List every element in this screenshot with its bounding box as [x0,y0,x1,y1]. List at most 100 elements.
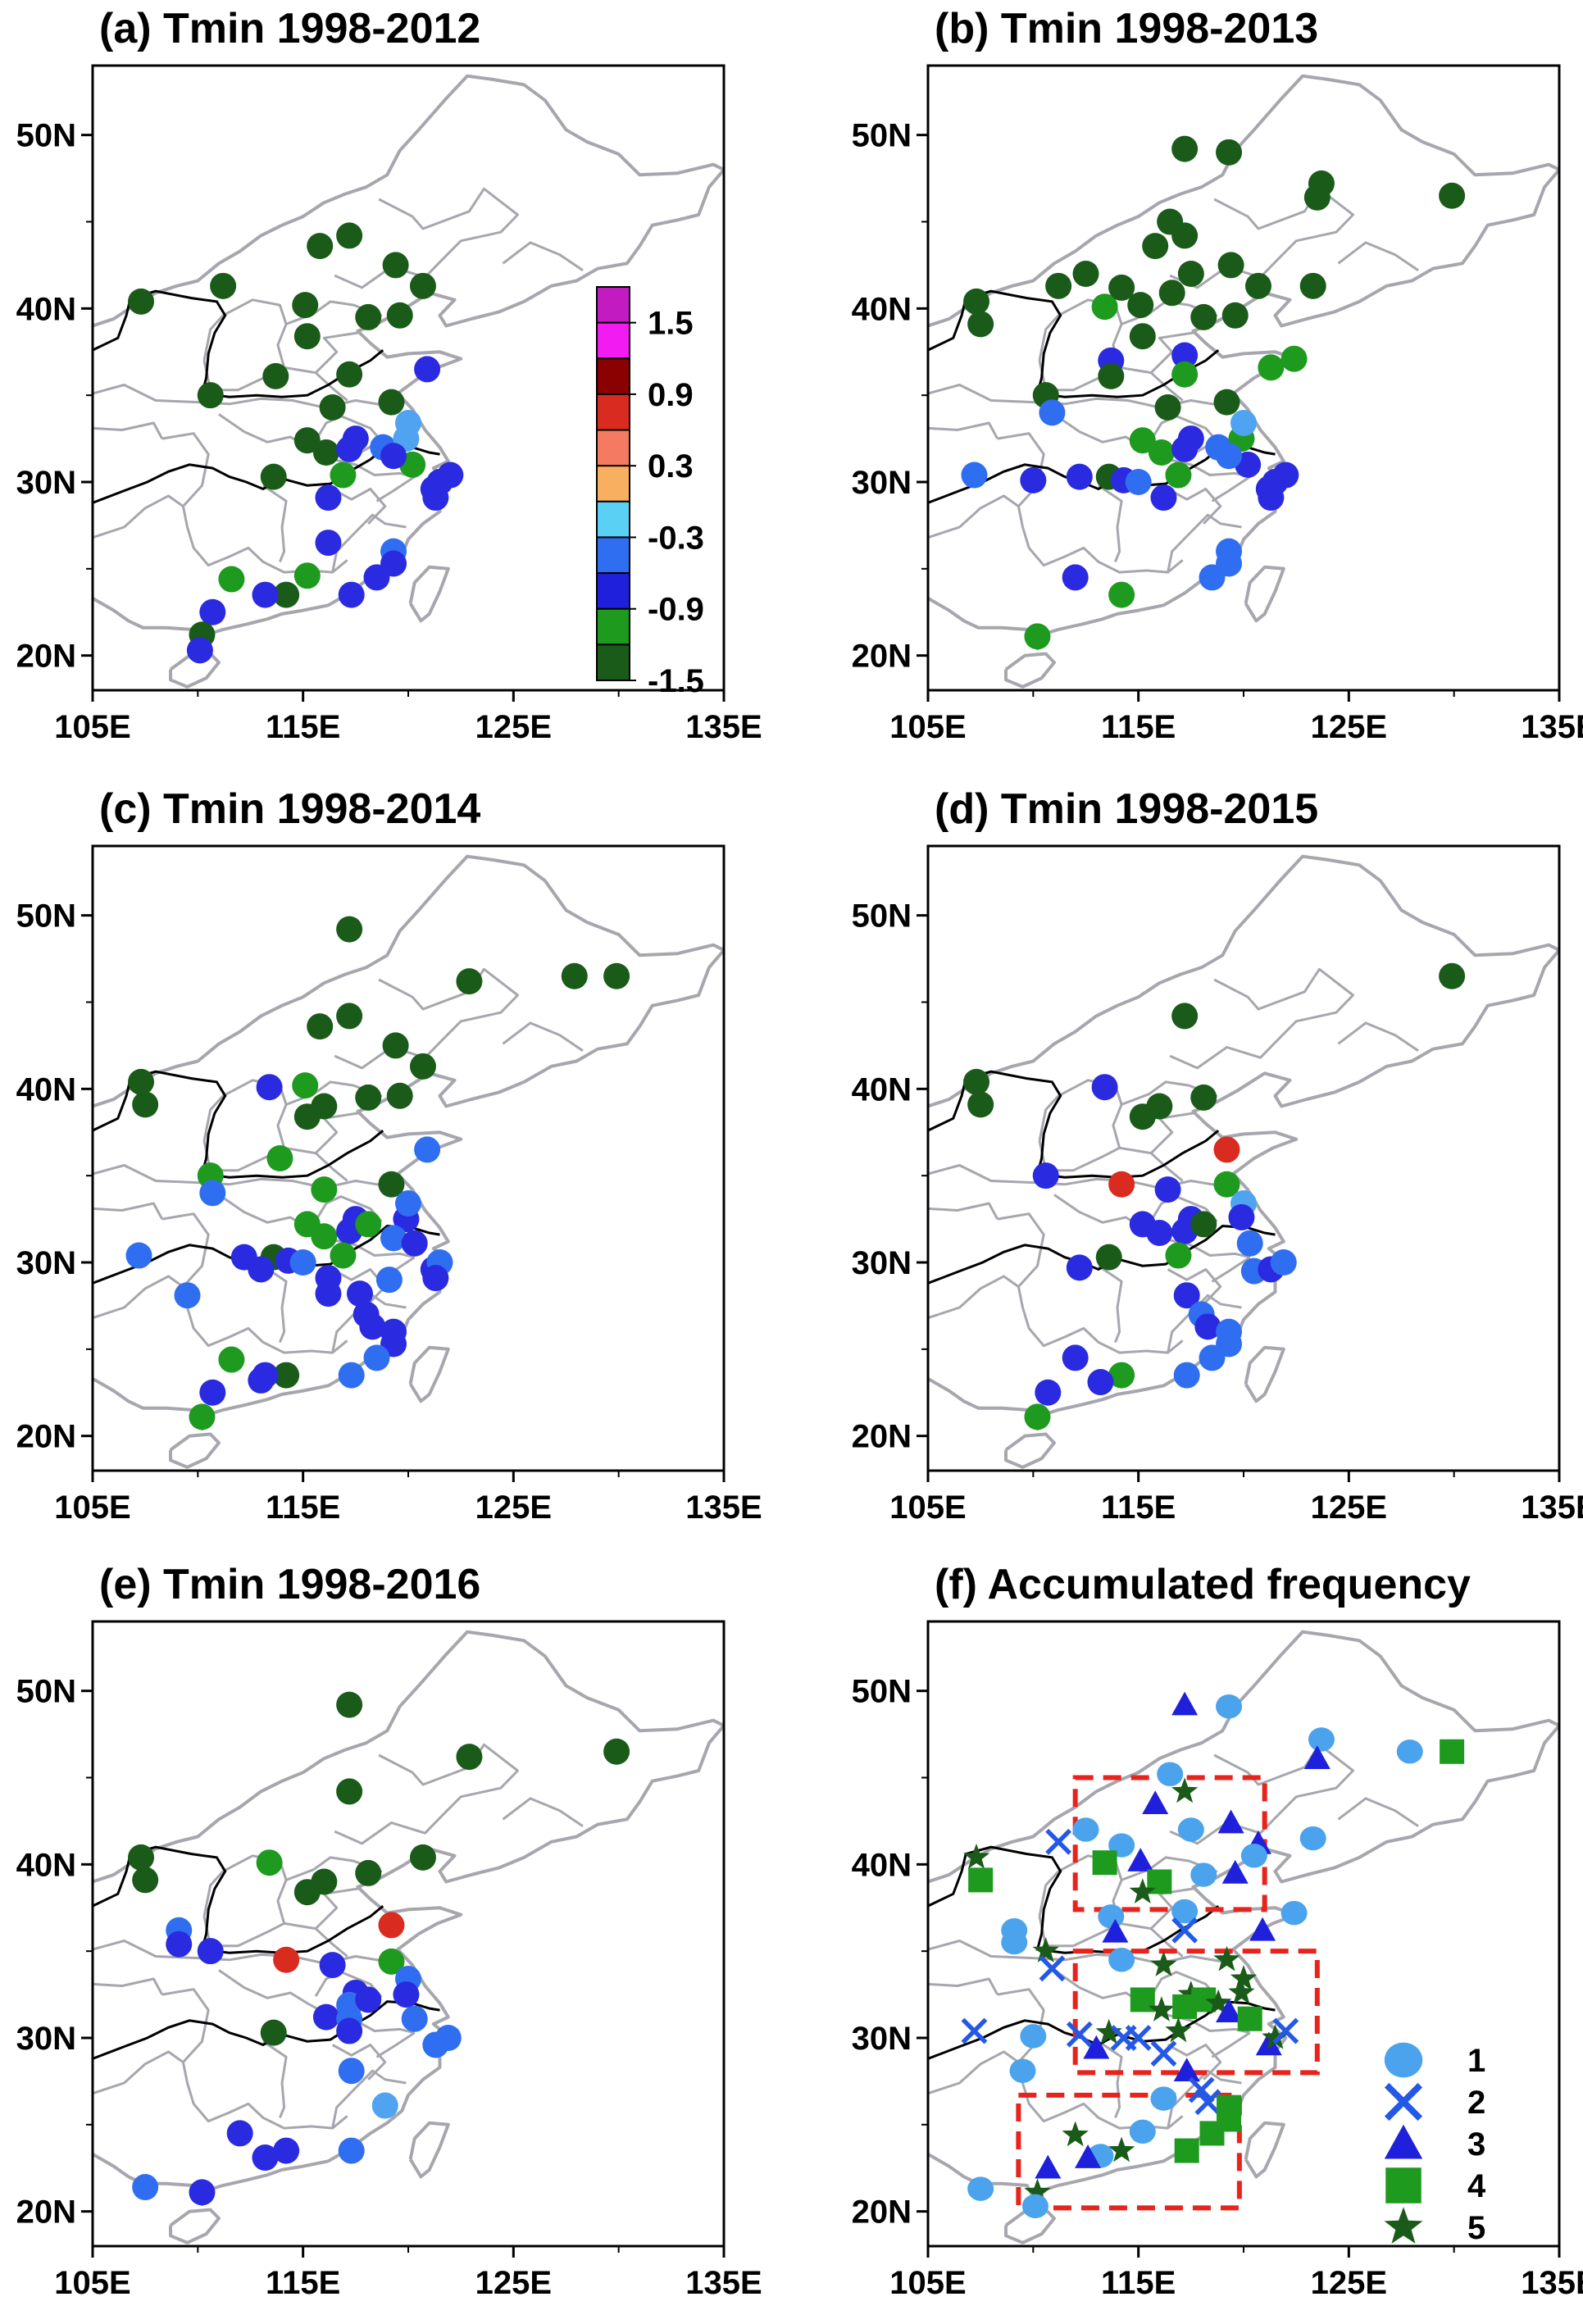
station-marker [1072,261,1099,287]
frequency-marker [1217,1809,1244,1834]
legend-label: 2 [1467,2085,1485,2121]
x-tick-label: 105E [889,709,966,745]
colorbar-segment [596,500,630,539]
panel-b: 105E 115E 125E 135E 20N 30N 40N 50N (b) Tmin 199… [852,5,1583,745]
station-marker [355,1211,382,1238]
colorbar-label: 0.3 [648,448,694,484]
station-marker [210,272,237,299]
station-marker [1199,564,1226,591]
frequency-marker [1303,1745,1331,1770]
station-marker [312,439,339,466]
province-boundary [928,421,999,439]
station-marker [1272,462,1299,489]
province-boundary [997,432,1184,574]
y-tick-label: 20N [16,1419,76,1455]
province-boundary [502,1021,584,1053]
station-marker [330,462,357,489]
province-boundary [161,1212,348,1354]
station-marker [1173,1362,1200,1389]
station-marker [1108,1362,1135,1389]
station-marker [311,1868,338,1895]
panel-f: 105E 115E 125E 135E 20N 30N 40N 50N (f) Accumula… [852,1561,1583,2301]
colorbar-label: 0.9 [648,377,694,413]
province-boundary [928,1275,1020,1320]
frequency-marker [1150,2086,1177,2111]
province-boundary [1211,475,1251,503]
y-tick-label: 30N [852,465,912,501]
panel-e: 105E 115E 125E 135E 20N 30N 40N 50N (e) Tmin 199… [16,1561,762,2301]
basemap [93,854,724,1469]
province-boundary [315,1927,348,1958]
colorbar-label: -0.3 [648,520,704,556]
province-boundary [93,1940,399,1965]
region-box [1016,2092,1242,2211]
station-marker [1165,1242,1192,1269]
province-boundary [1337,241,1419,272]
frequency-marker [1281,1900,1308,1926]
station-marker [336,435,363,462]
station-marker [336,1778,363,1805]
frequency-marker [1188,2076,1215,2103]
province-boundary [93,1164,399,1189]
province-boundary [315,1152,348,1182]
colorbar-segment [596,357,630,395]
station-marker [363,1344,390,1371]
province-boundary [93,1977,164,1995]
coastline [928,74,1559,651]
station-marker [1213,389,1240,416]
hainan-outline [1004,1432,1056,1469]
station-marker [967,311,994,338]
station-marker [1062,1344,1089,1371]
station-marker [1032,1162,1059,1189]
y-tick-label: 30N [16,2021,76,2057]
station-marker [378,1948,405,1975]
station-marker [1171,361,1199,388]
station-marker [1098,362,1125,389]
province-boundary [928,1940,1235,1965]
y-tick-label: 50N [16,898,76,935]
province-boundary [928,1164,1235,1189]
y-tick-label: 20N [852,639,912,675]
frequency-marker [1075,2144,1102,2168]
station-marker [603,962,630,989]
station-marker [1095,1244,1122,1271]
x-tick-label: 135E [685,1489,762,1526]
frequency-marker [1299,1826,1326,1851]
province-boundary [375,2031,416,2058]
x-tick-label: 105E [889,1489,966,1526]
station-marker [273,2137,300,2164]
frequency-marker [1142,1790,1169,1815]
station-marker [1270,1249,1297,1276]
legend-symbol [1384,2207,1423,2244]
frequency-marker [1272,2017,1299,2044]
y-tick-label: 40N [852,291,912,327]
y-tick-label: 30N [16,465,76,501]
frequency-marker [1205,1989,1232,2015]
station-marker [218,1346,245,1373]
station-marker [197,1938,224,1965]
province-boundary [928,1977,999,1995]
station-marker [1171,1003,1199,1030]
station-marker [355,1986,382,2013]
station-marker [1190,1084,1217,1111]
province-boundary [334,1743,519,1845]
y-tick-label: 20N [852,1419,912,1455]
province-boundary [375,475,416,503]
frequency-marker [1095,2018,1122,2044]
taiwan-outline [408,1345,450,1403]
station-marker [293,562,321,589]
panel-title: (c) Tmin 1998-2014 [99,785,480,833]
province-boundary [331,1268,387,1305]
x-tick-label: 125E [1311,709,1387,745]
legend-label: 1 [1467,2043,1485,2079]
frequency-marker [1148,1996,1176,2022]
station-marker [315,484,342,512]
colorbar-label: -1.5 [648,663,704,699]
frequency-marker [1249,1917,1276,1941]
frequency-marker [1039,1955,1066,1982]
station-marker [252,581,279,608]
station-marker [1066,1254,1093,1281]
station-marker [1158,280,1185,307]
station-marker [1281,345,1308,372]
basemap [928,74,1559,689]
